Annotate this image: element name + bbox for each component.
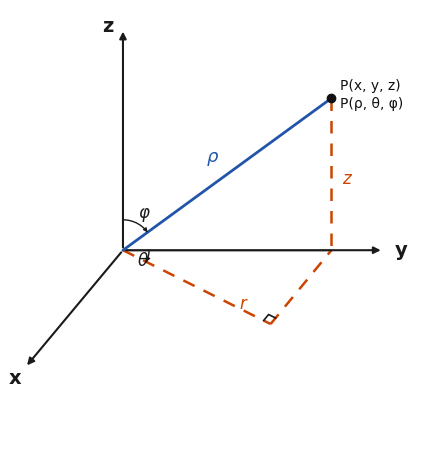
Text: x: x — [9, 369, 21, 388]
Text: r: r — [239, 296, 246, 314]
Text: P(x, y, z)
P(ρ, θ, φ): P(x, y, z) P(ρ, θ, φ) — [340, 79, 403, 111]
Text: θ: θ — [138, 252, 148, 270]
Text: z: z — [102, 17, 113, 36]
Text: ρ: ρ — [206, 148, 218, 166]
Text: y: y — [394, 241, 407, 260]
Text: φ: φ — [138, 204, 149, 222]
Text: z: z — [342, 170, 351, 187]
